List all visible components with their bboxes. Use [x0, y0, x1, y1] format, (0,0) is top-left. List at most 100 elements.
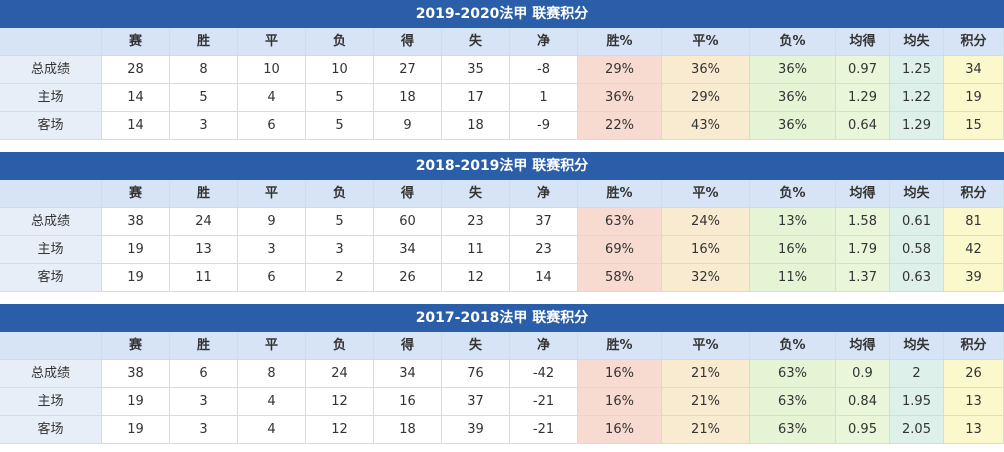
header-cell: 均失: [890, 332, 944, 360]
data-cell: 0.97: [836, 56, 890, 84]
header-row: 赛胜平负得失净胜% 平% 负% 均得 均失 积分: [0, 28, 1004, 56]
header-cell: 净: [510, 180, 578, 208]
header-cell: [0, 28, 102, 56]
data-cell: 0.95: [836, 416, 890, 444]
header-cell: 胜: [170, 28, 238, 56]
data-row: 客场 19 3 4 12 18 39 -21 16% 21% 63% 0.95 2.05 13: [0, 416, 1004, 444]
data-cell: 1.95: [890, 388, 944, 416]
data-cell: 11%: [750, 264, 836, 292]
row-label: 主场: [0, 388, 102, 416]
header-cell: [0, 332, 102, 360]
data-cell: 14: [102, 84, 170, 112]
data-cell: 37: [510, 208, 578, 236]
data-cell: 24%: [662, 208, 750, 236]
data-cell: 36%: [578, 84, 662, 112]
header-cell: 得: [374, 332, 442, 360]
header-cell: 净: [510, 332, 578, 360]
header-cell: 积分: [944, 332, 1004, 360]
data-cell: -8: [510, 56, 578, 84]
header-cell: 均失: [890, 180, 944, 208]
data-cell: 14: [510, 264, 578, 292]
data-cell: 19: [102, 236, 170, 264]
data-cell: 36%: [750, 84, 836, 112]
data-cell: 0.9: [836, 360, 890, 388]
stats-table: 2019-2020法甲 联赛积分赛胜平负得失净胜% 平% 负% 均得 均失 积分 总成绩 28…: [0, 0, 1004, 140]
header-cell: 失: [442, 180, 510, 208]
data-cell: 81: [944, 208, 1004, 236]
header-cell: 平%: [662, 332, 750, 360]
data-cell: 3: [306, 236, 374, 264]
data-row: 主场 19 3 4 12 16 37 -21 16% 21% 63% 0.84 1.95 13: [0, 388, 1004, 416]
data-cell: 35: [442, 56, 510, 84]
data-cell: 4: [238, 416, 306, 444]
header-cell: 胜%: [578, 28, 662, 56]
data-cell: 4: [238, 84, 306, 112]
table-title: 2017-2018法甲 联赛积分: [0, 304, 1004, 332]
row-label: 总成绩: [0, 360, 102, 388]
table-title: 2018-2019法甲 联赛积分: [0, 152, 1004, 180]
data-cell: 2.05: [890, 416, 944, 444]
data-cell: 38: [102, 360, 170, 388]
header-row: 赛胜平负得失净胜% 平% 负% 均得 均失 积分: [0, 332, 1004, 360]
data-cell: 13: [944, 416, 1004, 444]
data-cell: 21%: [662, 388, 750, 416]
data-cell: 3: [170, 112, 238, 140]
data-cell: 16%: [578, 416, 662, 444]
data-cell: 0.61: [890, 208, 944, 236]
data-cell: 15: [944, 112, 1004, 140]
row-label: 客场: [0, 416, 102, 444]
data-cell: 1.79: [836, 236, 890, 264]
header-cell: 胜: [170, 180, 238, 208]
data-cell: 6: [238, 112, 306, 140]
data-cell: 0.64: [836, 112, 890, 140]
header-cell: 均得: [836, 180, 890, 208]
data-cell: 23: [510, 236, 578, 264]
header-cell: 失: [442, 332, 510, 360]
row-label: 主场: [0, 236, 102, 264]
data-cell: 16%: [662, 236, 750, 264]
header-cell: 净: [510, 28, 578, 56]
data-cell: 29%: [662, 84, 750, 112]
data-cell: 18: [374, 84, 442, 112]
data-cell: 12: [306, 416, 374, 444]
data-cell: 21%: [662, 416, 750, 444]
data-cell: 23: [442, 208, 510, 236]
data-cell: 43%: [662, 112, 750, 140]
data-row: 总成绩 28 8 10 10 27 35 -8 29% 36% 36% 0.97 1.25 34: [0, 56, 1004, 84]
data-cell: 2: [306, 264, 374, 292]
header-cell: 负: [306, 180, 374, 208]
data-cell: 69%: [578, 236, 662, 264]
data-cell: 11: [442, 236, 510, 264]
data-cell: 76: [442, 360, 510, 388]
header-cell: 积分: [944, 28, 1004, 56]
data-cell: 38: [102, 208, 170, 236]
data-cell: 63%: [750, 388, 836, 416]
data-cell: 13: [170, 236, 238, 264]
data-cell: 5: [306, 208, 374, 236]
data-cell: 5: [170, 84, 238, 112]
data-cell: 12: [306, 388, 374, 416]
stats-table: 2017-2018法甲 联赛积分赛胜平负得失净胜% 平% 负% 均得 均失 积分 总成绩 38…: [0, 304, 1004, 444]
data-cell: 42: [944, 236, 1004, 264]
data-cell: -9: [510, 112, 578, 140]
data-cell: 0.63: [890, 264, 944, 292]
data-cell: 5: [306, 84, 374, 112]
data-cell: 34: [374, 236, 442, 264]
data-cell: 27: [374, 56, 442, 84]
data-cell: 22%: [578, 112, 662, 140]
data-row: 总成绩 38 6 8 24 34 76 -42 16% 21% 63% 0.9 2 26: [0, 360, 1004, 388]
data-cell: 58%: [578, 264, 662, 292]
data-cell: 1.25: [890, 56, 944, 84]
data-cell: 19: [102, 388, 170, 416]
header-cell: 赛: [102, 180, 170, 208]
data-cell: 6: [238, 264, 306, 292]
row-label: 总成绩: [0, 56, 102, 84]
data-cell: 21%: [662, 360, 750, 388]
data-cell: 34: [944, 56, 1004, 84]
header-cell: 负%: [750, 28, 836, 56]
data-cell: 36%: [750, 112, 836, 140]
data-cell: 16%: [750, 236, 836, 264]
header-cell: 均失: [890, 28, 944, 56]
header-cell: 平: [238, 180, 306, 208]
data-cell: 0.58: [890, 236, 944, 264]
